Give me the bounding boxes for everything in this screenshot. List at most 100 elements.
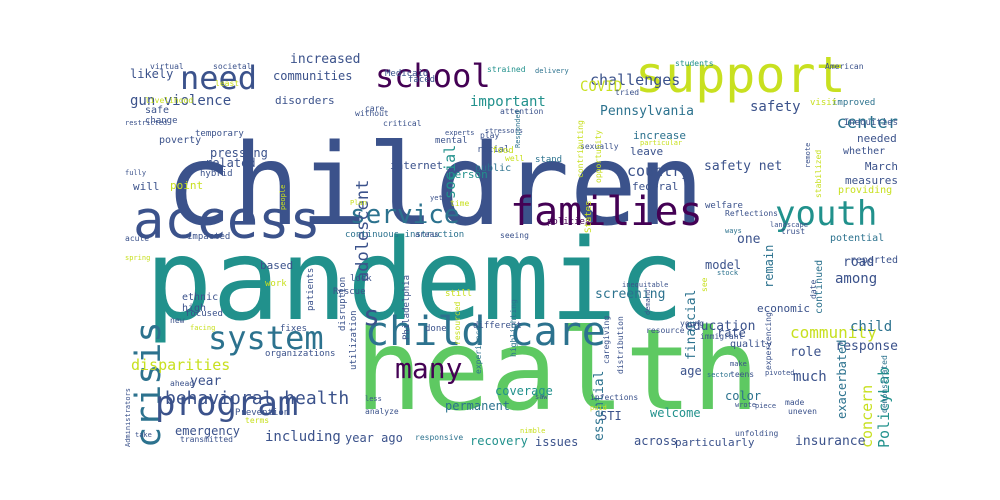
cloud-word-related: related	[205, 156, 256, 170]
cloud-word-visit: visit	[810, 98, 838, 108]
word-cloud: children pandemic health support access famil…	[125, 50, 900, 450]
cloud-word-measures: measures	[845, 174, 898, 187]
cloud-word-organizations: organizations	[265, 349, 336, 359]
cloud-word-program: program	[155, 384, 299, 424]
cloud-word-take: take	[135, 431, 152, 439]
cloud-word-many: many	[395, 352, 463, 385]
cloud-word-restricted: restricted	[125, 119, 168, 127]
cloud-word-safe: safe	[145, 105, 170, 116]
cloud-word-patients: patients	[306, 267, 316, 312]
cloud-word-piece: piece	[755, 402, 777, 410]
cloud-word-community: community	[790, 323, 877, 342]
cloud-word-new: new	[170, 316, 185, 325]
cloud-word-without: without	[355, 109, 389, 118]
cloud-word-done: done	[425, 324, 447, 334]
cloud-word-resource: resource	[646, 326, 685, 335]
cloud-word-including: including	[265, 429, 341, 445]
cloud-word-less: less	[365, 395, 382, 403]
cloud-word-support: support	[635, 50, 846, 104]
cloud-word-infections: infections	[590, 393, 639, 402]
cloud-word-among: among	[835, 271, 878, 287]
cloud-word-quality: quality	[730, 339, 773, 350]
cloud-word-inequities: Inequities	[843, 118, 898, 128]
cloud-word-road: road	[843, 255, 875, 270]
cloud-word-make: make	[730, 360, 747, 368]
cloud-word-faced: faced	[408, 75, 436, 85]
cloud-word-focused: focused	[185, 309, 223, 319]
cloud-word-attention: attention	[500, 107, 544, 116]
cloud-word-facing: facing	[190, 324, 216, 332]
cloud-word-well: well	[505, 154, 525, 163]
cloud-word-education: education	[685, 319, 756, 334]
cloud-word-responsive: responsive	[415, 433, 464, 442]
cloud-word-made: made	[785, 398, 805, 407]
cloud-word-remote: remote	[804, 142, 812, 169]
cloud-word-remain: remain	[762, 244, 776, 289]
cloud-word-system: system	[208, 319, 324, 357]
cloud-word-different: different	[473, 321, 522, 331]
cloud-word-reported: reported	[849, 255, 898, 266]
cloud-word-spring: spring	[125, 254, 151, 262]
cloud-word-response: response	[835, 339, 899, 354]
cloud-word-sti: STI	[600, 409, 622, 423]
cloud-word-transmitted: transmitted	[180, 435, 233, 444]
cloud-word-landscape: landscape	[770, 221, 808, 229]
cloud-word-analyze: analyze	[365, 407, 399, 416]
cloud-word-disparities: disparities	[131, 356, 231, 374]
cloud-word-gun-violence: gun violence	[130, 93, 232, 109]
cloud-word-rate: rate	[717, 326, 746, 340]
cloud-word-federal: federal	[632, 180, 679, 193]
cloud-word-teens: teens	[730, 370, 755, 379]
cloud-word-important: important	[470, 94, 546, 110]
cloud-word-child: child	[850, 319, 893, 335]
cloud-word-service: service	[350, 200, 460, 230]
cloud-word-contributing: contributing	[576, 119, 585, 178]
cloud-word-highlighting: highlighting	[509, 298, 518, 357]
cloud-word-ahead: ahead	[170, 379, 195, 388]
cloud-word-wrote: wrote	[735, 401, 757, 409]
cloud-word-covid: COVID	[580, 79, 623, 95]
cloud-word-still: still	[445, 289, 473, 299]
cloud-word-child-care: child care	[365, 309, 606, 355]
cloud-word-based: based	[260, 259, 294, 272]
cloud-word-opportunity: opportunity	[594, 129, 603, 183]
cloud-word-utilization: utilization	[349, 309, 359, 370]
cloud-word-school: school	[375, 57, 491, 95]
cloud-word-change: change	[145, 116, 178, 126]
cloud-word-sector: sector	[707, 371, 733, 379]
cloud-word-administrators: Administrators	[125, 387, 132, 447]
cloud-word-experience: experience	[474, 325, 483, 375]
cloud-word-stock: stock	[717, 269, 739, 277]
cloud-word-policies: policies	[547, 217, 591, 227]
cloud-word-country: country	[627, 162, 691, 180]
cloud-word-potential: potential	[830, 233, 885, 244]
cloud-word-yet: yet	[430, 194, 443, 202]
cloud-word-experiencing: experiencing	[764, 311, 773, 370]
cloud-word-youth: youth	[775, 194, 878, 234]
cloud-word-inequitable: inequitable	[622, 281, 669, 289]
cloud-word-paid: paid	[590, 404, 607, 412]
cloud-word-permanent: permanent	[445, 399, 511, 413]
cloud-word-improved: improved	[832, 98, 876, 108]
cloud-word-s: s	[363, 299, 380, 332]
cloud-word-poverty: poverty	[159, 135, 202, 146]
cloud-word-hybrid: hybrid	[200, 169, 233, 179]
cloud-word-year: year	[190, 374, 222, 389]
cloud-word-responded: Responded	[514, 109, 522, 148]
cloud-word-temporary: temporary	[195, 129, 244, 139]
cloud-word-behavioral-health: behavioral health	[165, 388, 350, 409]
cloud-word-public: public	[475, 163, 512, 174]
cloud-word-whether: whether	[843, 146, 886, 157]
cloud-word-ways: ways	[725, 227, 742, 235]
cloud-word-recovery: recovery	[470, 434, 528, 448]
cloud-word-distribution: distribution	[616, 315, 625, 374]
cloud-word-critical: critical	[383, 119, 422, 128]
cloud-word-pandemic: pandemic	[145, 216, 685, 346]
cloud-word-march: March	[864, 160, 898, 173]
cloud-word-societal: societal	[213, 62, 252, 71]
cloud-word-food: food	[492, 146, 514, 156]
cloud-word-experts: experts	[445, 129, 475, 137]
cloud-word-coverage: coverage	[495, 384, 553, 398]
cloud-word-welcome: welcome	[650, 406, 701, 420]
cloud-word-terms: terms	[245, 416, 270, 425]
